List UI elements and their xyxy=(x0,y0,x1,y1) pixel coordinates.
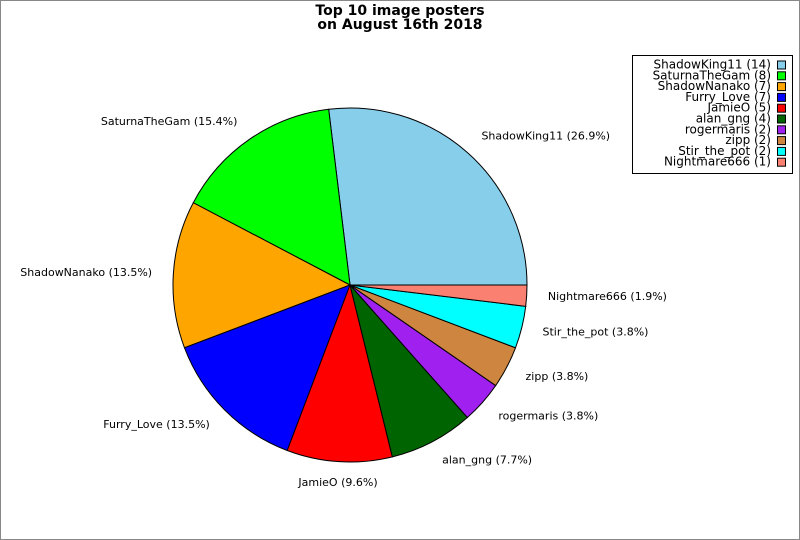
legend-swatch xyxy=(777,103,786,113)
pie-slice xyxy=(192,108,351,286)
legend-label: Stir_the_pot (2) xyxy=(678,144,771,158)
slice-label: ShadowKing11 (26.9%) xyxy=(481,130,610,143)
slice-label: JamieO (9.6%) xyxy=(297,476,377,489)
legend-label: rogermaris (2) xyxy=(685,122,771,136)
pie-slice xyxy=(328,107,528,286)
legend-swatch xyxy=(777,82,786,92)
legend-label: Nightmare666 (1) xyxy=(664,155,771,169)
legend-label: ShadowNanako (7) xyxy=(658,79,771,93)
pie-slice xyxy=(183,284,351,452)
slice-label: SaturnaTheGam (15.4%) xyxy=(101,115,238,128)
legend-swatch xyxy=(777,92,786,102)
legend-swatch xyxy=(777,125,786,135)
legend-label: alan_gng (4) xyxy=(696,112,771,126)
chart-title: on August 16th 2018 xyxy=(317,17,482,33)
slice-label: Nightmare666 (1.9%) xyxy=(548,290,667,303)
legend-swatch xyxy=(777,157,786,167)
legend-label: zipp (2) xyxy=(725,133,771,147)
chart-title: Top 10 image posters xyxy=(315,3,484,19)
legend-swatch xyxy=(777,146,786,156)
slice-label: rogermaris (3.8%) xyxy=(498,409,598,422)
pie-slice xyxy=(349,284,528,307)
legend-label: ShadowKing11 (14) xyxy=(654,58,772,72)
legend-box xyxy=(632,55,793,174)
legend-label: JamieO (5) xyxy=(706,101,771,115)
legend-label: SaturnaTheGam (8) xyxy=(653,68,771,82)
pie-slice xyxy=(172,202,352,349)
slice-label: Furry_Love (13.5%) xyxy=(103,418,210,431)
pie-slice xyxy=(286,283,393,463)
legend-swatch xyxy=(777,60,786,70)
legend-swatch xyxy=(777,136,786,146)
slice-label: zipp (3.8%) xyxy=(526,370,589,383)
slice-label: Stir_the_pot (3.8%) xyxy=(542,325,648,338)
legend-label: Furry_Love (7) xyxy=(685,90,771,104)
slice-label: ShadowNanako (13.5%) xyxy=(20,266,152,279)
legend-swatch xyxy=(777,114,786,124)
slice-label: alan_gng (7.7%) xyxy=(442,454,532,467)
legend-swatch xyxy=(777,71,786,81)
